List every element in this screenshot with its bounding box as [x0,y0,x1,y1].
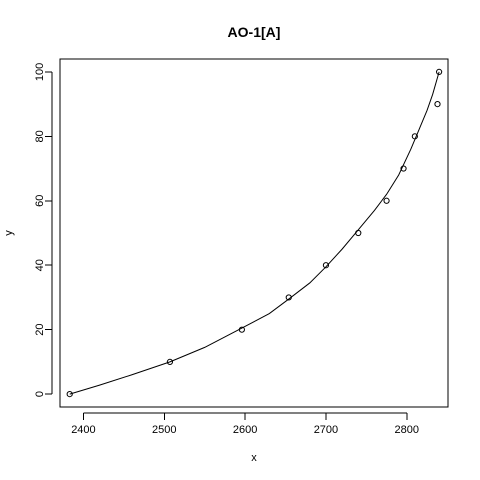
data-point [66,391,73,398]
data-points [66,68,443,398]
data-point [285,294,292,301]
data-point [400,165,407,172]
y-tick-label: 20 [34,324,46,336]
y-axis-label: y [3,230,15,236]
y-tick-label: 80 [34,130,46,142]
x-axis-label: x [251,452,257,464]
x-tick-label: 2500 [152,424,176,436]
x-axis: 2400 2500 2600 2700 2800 [71,412,419,436]
x-tick-label: 2700 [314,424,338,436]
data-point [166,358,174,365]
y-tick-label: 60 [34,195,46,207]
y-axis: 0 20 40 60 80 100 [34,63,53,397]
x-tick-label: 2600 [233,424,257,436]
y-tick-label: 40 [34,259,46,271]
fitted-curve [69,71,440,395]
data-point [322,262,330,269]
data-point [383,197,390,204]
data-point [436,68,443,75]
x-tick-label: 2800 [395,424,419,436]
data-point [238,326,245,333]
data-point [411,133,418,140]
data-point [355,229,362,237]
fitted-curve-group [69,71,440,395]
y-tick-label: 100 [34,63,46,81]
chart-title: AO-1[A] [228,24,281,40]
data-point [434,101,441,108]
x-tick-label: 2400 [71,424,95,436]
y-tick-label: 0 [34,391,46,397]
plot-frame [59,58,449,408]
